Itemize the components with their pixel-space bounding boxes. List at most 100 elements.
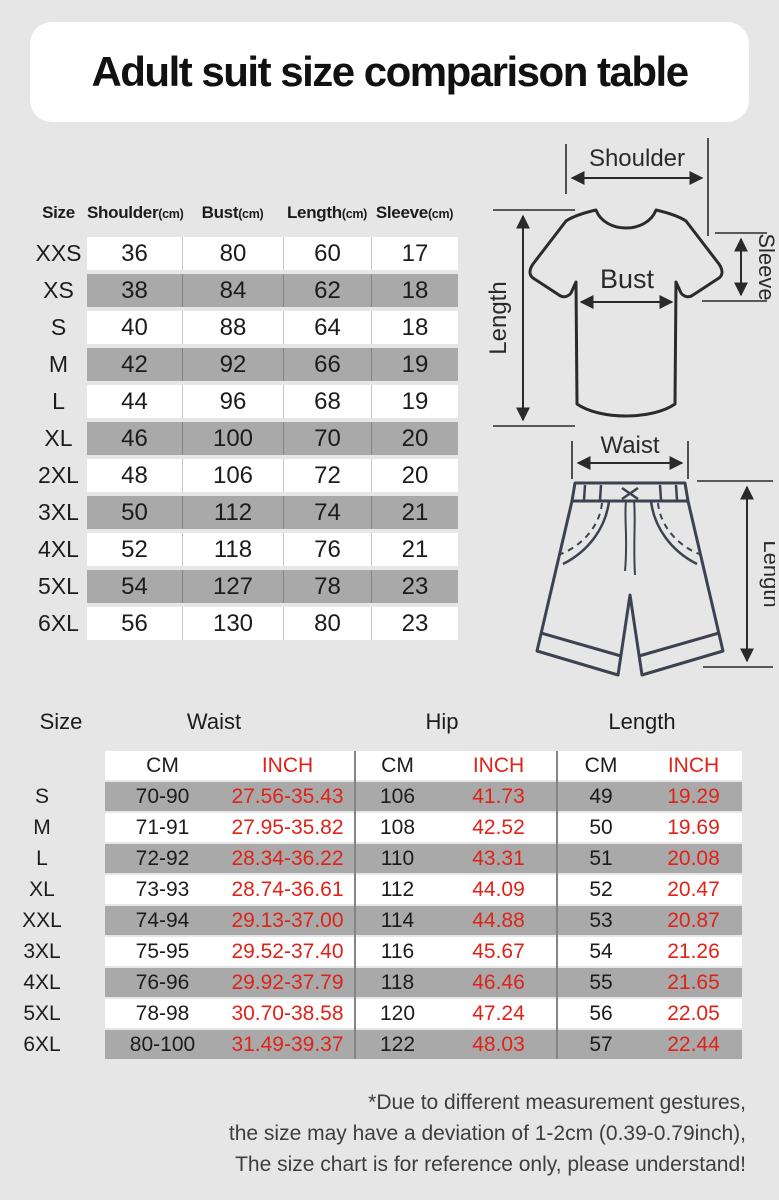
waist-inch: 29.13-37.00 <box>231 909 344 932</box>
drawstring-left <box>624 500 628 572</box>
waist-cm: 70-90 <box>135 785 190 808</box>
shoulder-value: 46 <box>87 422 182 455</box>
group-header-hip: Hip <box>425 709 459 734</box>
cm-header: CM <box>146 754 179 777</box>
waist-inch: 31.49-39.37 <box>231 1033 344 1056</box>
sleeve-value: 21 <box>371 496 458 529</box>
column-header-size: Size <box>42 203 75 222</box>
table-row: M 71-91 27.95-35.82 108 42.52 50 19.69 <box>0 813 779 842</box>
hip-cm: 122 <box>379 1033 416 1056</box>
hip-cm: 108 <box>379 816 416 839</box>
size-label: 5XL <box>38 573 79 599</box>
size-label: 4XL <box>38 536 79 562</box>
length-inch: 19.69 <box>667 816 720 839</box>
sleeve-value: 18 <box>371 274 458 307</box>
shirt-size-table-body: XXS 36 80 60 17 XS 38 84 62 18 S 40 88 64 18 M 42 92 66… <box>30 237 458 640</box>
disclaimer-note: *Due to different measurement gestures, … <box>229 1087 746 1180</box>
sleeve-value: 23 <box>371 570 458 603</box>
tshirt-outline <box>528 208 724 418</box>
inch-header: INCH <box>472 754 525 777</box>
size-label: M <box>33 816 51 839</box>
bust-value: 130 <box>182 607 283 640</box>
right-pocket <box>649 500 698 566</box>
length-label: Length <box>485 281 512 354</box>
table-row: 6XL 56 130 80 23 <box>30 607 458 640</box>
hip-cm: 118 <box>380 971 415 994</box>
table-row: 4XL 76-96 29.92-37.79 118 46.46 55 21.65 <box>0 968 779 997</box>
size-label: 3XL <box>23 940 61 963</box>
hip-cm: 112 <box>380 878 415 901</box>
length-value: 76 <box>283 533 371 566</box>
shoulder-value: 36 <box>87 237 182 270</box>
length-cm: 55 <box>589 971 613 994</box>
left-pocket-stitch <box>560 502 603 555</box>
bust-label: Bust <box>600 264 655 294</box>
size-label: 6XL <box>38 610 79 636</box>
bust-value: 92 <box>182 348 283 381</box>
disclaimer-line: The size chart is for reference only, pl… <box>235 1153 746 1176</box>
shorts-outline <box>535 499 725 677</box>
length-value: 60 <box>283 237 371 270</box>
length-inch: 19.29 <box>667 785 720 808</box>
table-row: 5XL 54 127 78 23 <box>30 570 458 603</box>
sleeve-value: 17 <box>371 237 458 270</box>
sleeve-value: 20 <box>371 459 458 492</box>
shoulder-value: 50 <box>87 496 182 529</box>
table-row: S 40 88 64 18 <box>30 311 458 344</box>
bust-value: 127 <box>182 570 283 603</box>
waist-inch: 27.56-35.43 <box>231 785 344 808</box>
table-row: XL 73-93 28.74-36.61 112 44.09 52 20.47 <box>0 875 779 904</box>
table-row: XXL 74-94 29.13-37.00 114 44.88 53 20.87 <box>0 906 779 935</box>
disclaimer-line: the size may have a deviation of 1-2cm (… <box>228 1122 746 1145</box>
length-inch: 20.08 <box>667 847 720 870</box>
length-value: 70 <box>283 422 371 455</box>
bust-value: 80 <box>182 237 283 270</box>
length-cm: 54 <box>589 940 613 963</box>
shorts-table-group-headers: Size Waist Hip Length <box>0 705 779 739</box>
column-header-sleeve: Sleeve(cm) <box>375 203 454 222</box>
length-value: 68 <box>283 385 371 418</box>
table-row: XS 38 84 62 18 <box>30 274 458 307</box>
size-label: S <box>34 785 49 808</box>
bust-value: 88 <box>182 311 283 344</box>
length-value: 80 <box>283 607 371 640</box>
length-inch: 21.65 <box>667 971 720 994</box>
waist-cm: 73-93 <box>135 878 190 901</box>
shorts-length-label: Length <box>759 540 775 607</box>
column-header-shoulder: Shoulder(cm) <box>87 203 184 222</box>
waist-inch: 29.92-37.79 <box>231 971 344 994</box>
shirt-size-table: Size Shoulder(cm) Bust(cm) Length(cm) Sl… <box>30 196 458 644</box>
size-label: 3XL <box>38 499 79 525</box>
table-row: 6XL 80-100 31.49-39.37 122 48.03 57 22.44 <box>0 1030 779 1059</box>
length-cm: 56 <box>589 1002 613 1025</box>
table-row: 5XL 78-98 30.70-38.58 120 47.24 56 22.05 <box>0 999 779 1028</box>
waist-cm: 75-95 <box>135 940 190 963</box>
length-cm: 57 <box>589 1033 613 1056</box>
hip-cm: 114 <box>380 909 415 932</box>
shoulder-value: 56 <box>87 607 182 640</box>
table-row: 3XL 50 112 74 21 <box>30 496 458 529</box>
left-cuff-seam <box>540 631 622 658</box>
group-divider <box>354 751 356 1059</box>
table-row: 3XL 75-95 29.52-37.40 116 45.67 54 21.26 <box>0 937 779 966</box>
shorts-size-table: Size Waist Hip Length CM INCH CM INCH CM IN… <box>0 705 779 1061</box>
length-inch: 22.44 <box>667 1033 720 1056</box>
size-label: XL <box>44 425 73 451</box>
length-inch: 21.26 <box>667 940 720 963</box>
shoulder-value: 48 <box>87 459 182 492</box>
disclaimer-line: *Due to different measurement gestures, <box>368 1091 746 1114</box>
length-value: 62 <box>283 274 371 307</box>
length-value: 64 <box>283 311 371 344</box>
sleeve-value: 21 <box>371 533 458 566</box>
bust-value: 112 <box>182 496 283 529</box>
group-header-waist: Waist <box>186 709 242 734</box>
hip-inch: 43.31 <box>472 847 525 870</box>
sleeve-value: 19 <box>371 348 458 381</box>
shirt-size-table-header: Size Shoulder(cm) Bust(cm) Length(cm) Sl… <box>30 196 458 230</box>
size-label: XS <box>43 277 74 303</box>
length-cm: 49 <box>589 785 613 808</box>
table-row: L 72-92 28.34-36.22 110 43.31 51 20.08 <box>0 844 779 873</box>
size-label: L <box>36 847 48 870</box>
waist-label: Waist <box>600 432 659 459</box>
bust-value: 100 <box>182 422 283 455</box>
